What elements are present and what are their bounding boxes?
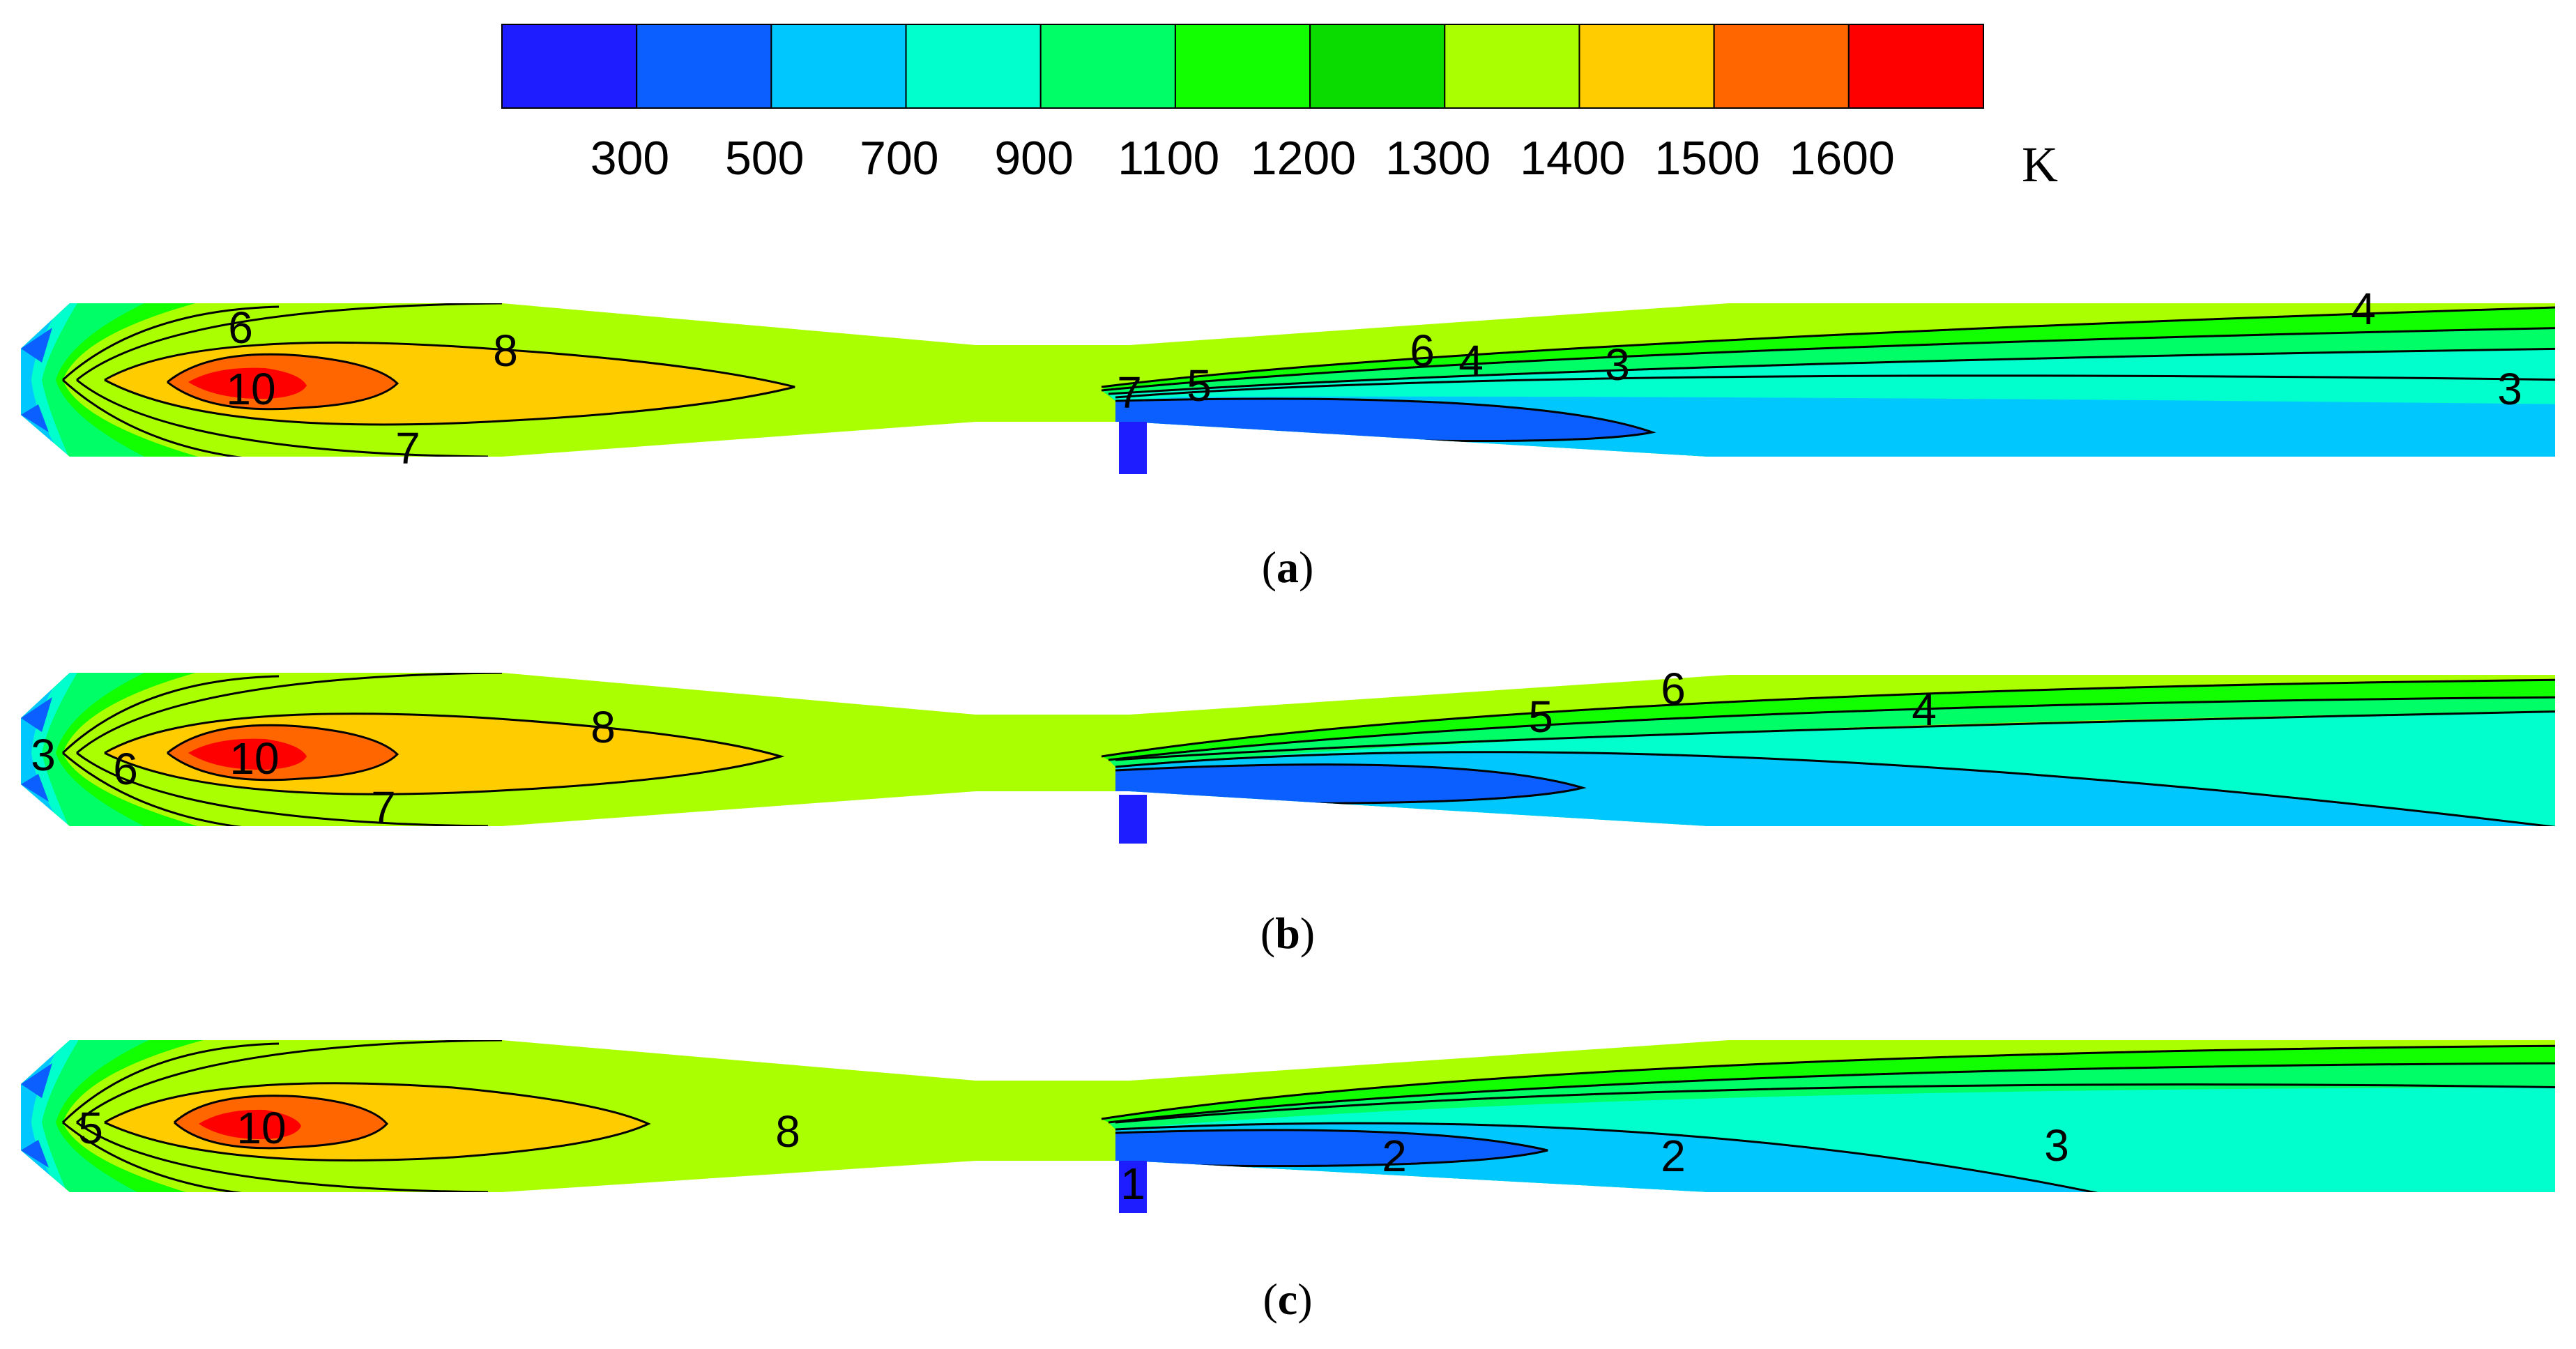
caption-c: (c) bbox=[1263, 1274, 1312, 1324]
colorbar-swatch bbox=[1174, 24, 1311, 109]
contour-label: 5 bbox=[1187, 360, 1212, 411]
colorbar-unit: K bbox=[2022, 137, 2058, 192]
colorbar-tick-label: 700 bbox=[860, 132, 938, 185]
injector-c bbox=[1119, 1161, 1147, 1213]
contour-label: 10 bbox=[229, 733, 279, 784]
caption-c-letter: c bbox=[1278, 1274, 1297, 1324]
colorbar-swatch bbox=[1444, 24, 1580, 109]
svg-text:(b): (b) bbox=[1260, 908, 1315, 958]
contour-label: 6 bbox=[113, 744, 138, 794]
contour-label: 3 bbox=[1605, 340, 1630, 390]
colorbar-swatch bbox=[1309, 24, 1446, 109]
contour-label: 7 bbox=[1117, 367, 1142, 418]
contour-label: 1 bbox=[1120, 1159, 1145, 1209]
contour-label: 3 bbox=[2044, 1120, 2069, 1171]
contour-label: 8 bbox=[775, 1106, 800, 1157]
svg-text:(c): (c) bbox=[1263, 1274, 1312, 1324]
svg-text:(a): (a) bbox=[1262, 542, 1314, 592]
colorbar-tick-label: 900 bbox=[994, 132, 1073, 185]
colorbar-swatch bbox=[1039, 24, 1176, 109]
caption-b-letter: b bbox=[1275, 908, 1300, 958]
contour-label: 4 bbox=[1458, 336, 1484, 386]
contour-label: 5 bbox=[1528, 692, 1553, 742]
colorbar-swatch bbox=[501, 24, 638, 109]
colorbar-tick-label: 1300 bbox=[1385, 132, 1491, 185]
contour-labels-c: 5 10 8 1 2 2 3 bbox=[78, 1103, 2069, 1209]
colorbar-tick-label: 300 bbox=[590, 132, 669, 185]
caption-b: (b) bbox=[1260, 908, 1315, 958]
contour-label: 2 bbox=[1661, 1131, 1686, 1181]
colorbar-tick-label: 1600 bbox=[1790, 132, 1895, 185]
contour-label: 3 bbox=[31, 730, 56, 780]
contour-label: 2 bbox=[1382, 1131, 1407, 1181]
contour-label: 4 bbox=[1912, 685, 1937, 735]
contour-label: 6 bbox=[1661, 664, 1686, 714]
contour-labels-a: 6 10 8 7 7 5 6 4 3 4 3 bbox=[226, 284, 2522, 473]
contour-labels-b: 3 6 10 8 7 5 6 4 bbox=[31, 664, 1937, 832]
colorbar-tick-label: 1500 bbox=[1654, 132, 1760, 185]
contour-label: 6 bbox=[1410, 326, 1435, 376]
colorbar-tick-label: 1400 bbox=[1520, 132, 1625, 185]
contour-panel-b bbox=[21, 673, 2555, 844]
colorbar-swatch bbox=[1713, 24, 1850, 109]
colorbar-swatch bbox=[770, 24, 907, 109]
colorbar-swatch bbox=[636, 24, 772, 109]
contour-label: 8 bbox=[493, 326, 518, 376]
temperature-colorbar: 300 500 700 900 1100 1200 1300 1400 1500 1600 K bbox=[501, 24, 2058, 192]
contour-label: 5 bbox=[78, 1103, 103, 1153]
contour-label: 7 bbox=[395, 423, 420, 473]
colorbar-tick-label: 500 bbox=[725, 132, 804, 185]
injector-a bbox=[1119, 422, 1147, 474]
caption-a-letter: a bbox=[1276, 542, 1299, 592]
contour-label: 3 bbox=[2497, 364, 2522, 414]
contour-panel-c bbox=[21, 1040, 2555, 1213]
contour-label: 7 bbox=[371, 782, 396, 832]
contour-label: 8 bbox=[590, 702, 616, 752]
colorbar-swatch bbox=[1578, 24, 1715, 109]
contour-label: 10 bbox=[226, 364, 275, 414]
caption-a: (a) bbox=[1262, 542, 1314, 592]
contour-panel-a bbox=[21, 303, 2555, 474]
colorbar-swatch bbox=[1847, 24, 1984, 109]
contour-label: 10 bbox=[236, 1103, 286, 1153]
colorbar-tick-label: 1200 bbox=[1251, 132, 1356, 185]
injector-b bbox=[1119, 795, 1147, 844]
colorbar-swatch bbox=[905, 24, 1042, 109]
contour-label: 6 bbox=[228, 303, 253, 353]
colorbar-tick-label: 1100 bbox=[1118, 132, 1219, 185]
contour-label: 4 bbox=[2351, 284, 2376, 334]
